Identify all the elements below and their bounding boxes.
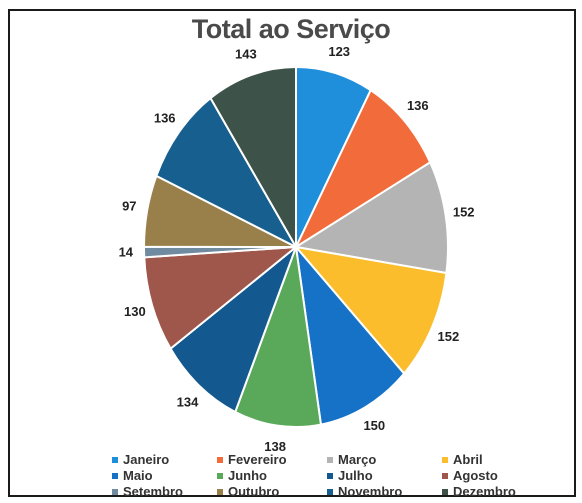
legend-swatch bbox=[442, 488, 448, 495]
legend-swatch bbox=[327, 472, 333, 479]
legend-item-agosto: Agosto bbox=[442, 468, 498, 483]
legend-label: Setembro bbox=[123, 484, 183, 499]
pie-slice-agosto bbox=[143, 245, 300, 351]
legend-label: Março bbox=[338, 452, 377, 467]
legend-label: Janeiro bbox=[123, 452, 170, 467]
legend-item-julho: Julho bbox=[327, 468, 373, 483]
legend-item-fevereiro: Fevereiro bbox=[217, 452, 287, 467]
legend-swatch bbox=[217, 472, 223, 479]
data-label-dezembro: 143 bbox=[235, 46, 257, 61]
data-label-janeiro: 123 bbox=[328, 44, 350, 59]
data-label-setembro: 14 bbox=[119, 245, 134, 260]
legend-item-outubro: Outubro bbox=[217, 484, 279, 499]
data-label-novembro: 136 bbox=[154, 111, 176, 126]
legend-swatch bbox=[442, 472, 448, 479]
data-label-abril: 152 bbox=[438, 329, 460, 344]
legend-item-abril: Abril bbox=[442, 452, 483, 467]
legend-label: Outubro bbox=[228, 484, 280, 499]
pie-slice-fevereiro bbox=[293, 88, 432, 250]
legend-item-janeiro: Janeiro bbox=[112, 452, 169, 467]
data-label-junho: 138 bbox=[264, 439, 286, 454]
pie-slice-julho bbox=[169, 243, 299, 414]
legend-swatch bbox=[112, 488, 118, 495]
legend-item-marco: Março bbox=[327, 452, 376, 467]
pie-slice-abril bbox=[293, 245, 448, 376]
pie-slice-maio bbox=[294, 243, 406, 426]
pie-slice-marco bbox=[293, 160, 449, 275]
legend-swatch bbox=[327, 456, 333, 463]
legend-swatch bbox=[217, 456, 223, 463]
legend-item-maio: Maio bbox=[112, 468, 153, 483]
pie-slices bbox=[142, 65, 449, 428]
pie-data-labels: 123 136 152 152 150 138 134 130 14 97 136 143 bbox=[119, 44, 475, 454]
legend-label: Maio bbox=[123, 468, 153, 483]
data-label-marco: 152 bbox=[453, 205, 475, 220]
legend-swatch bbox=[217, 488, 223, 495]
legend-item-dezembro: Dezembro bbox=[442, 484, 516, 499]
legend-label: Abril bbox=[453, 452, 483, 467]
pie-slice-novembro bbox=[155, 96, 299, 250]
legend-item-junho: Junho bbox=[217, 468, 267, 483]
data-label-maio: 150 bbox=[363, 418, 385, 433]
data-label-outubro: 97 bbox=[122, 198, 136, 213]
legend-swatch bbox=[112, 456, 118, 463]
data-label-agosto: 130 bbox=[124, 304, 146, 319]
pie-slice-junho bbox=[233, 246, 323, 428]
pie-slice-janeiro bbox=[295, 65, 372, 248]
legend-item-novembro: Novembro bbox=[327, 484, 402, 499]
legend-label: Fevereiro bbox=[228, 452, 287, 467]
data-label-julho: 134 bbox=[177, 394, 199, 409]
legend-swatch bbox=[442, 456, 448, 463]
data-label-fevereiro: 136 bbox=[407, 98, 429, 113]
legend-label: Julho bbox=[338, 468, 373, 483]
legend-swatch bbox=[112, 472, 118, 479]
pie-slice-dezembro bbox=[209, 65, 297, 251]
legend-label: Junho bbox=[228, 468, 267, 483]
legend-label: Dezembro bbox=[453, 484, 516, 499]
legend-label: Agosto bbox=[453, 468, 498, 483]
legend-item-setembro: Setembro bbox=[112, 484, 183, 499]
legend-label: Novembro bbox=[338, 484, 403, 499]
legend: Janeiro Fevereiro Março Abril Maio Junho Julho… bbox=[112, 450, 582, 500]
legend-swatch bbox=[327, 488, 333, 495]
chart-title: Total ao Serviço bbox=[191, 14, 391, 44]
